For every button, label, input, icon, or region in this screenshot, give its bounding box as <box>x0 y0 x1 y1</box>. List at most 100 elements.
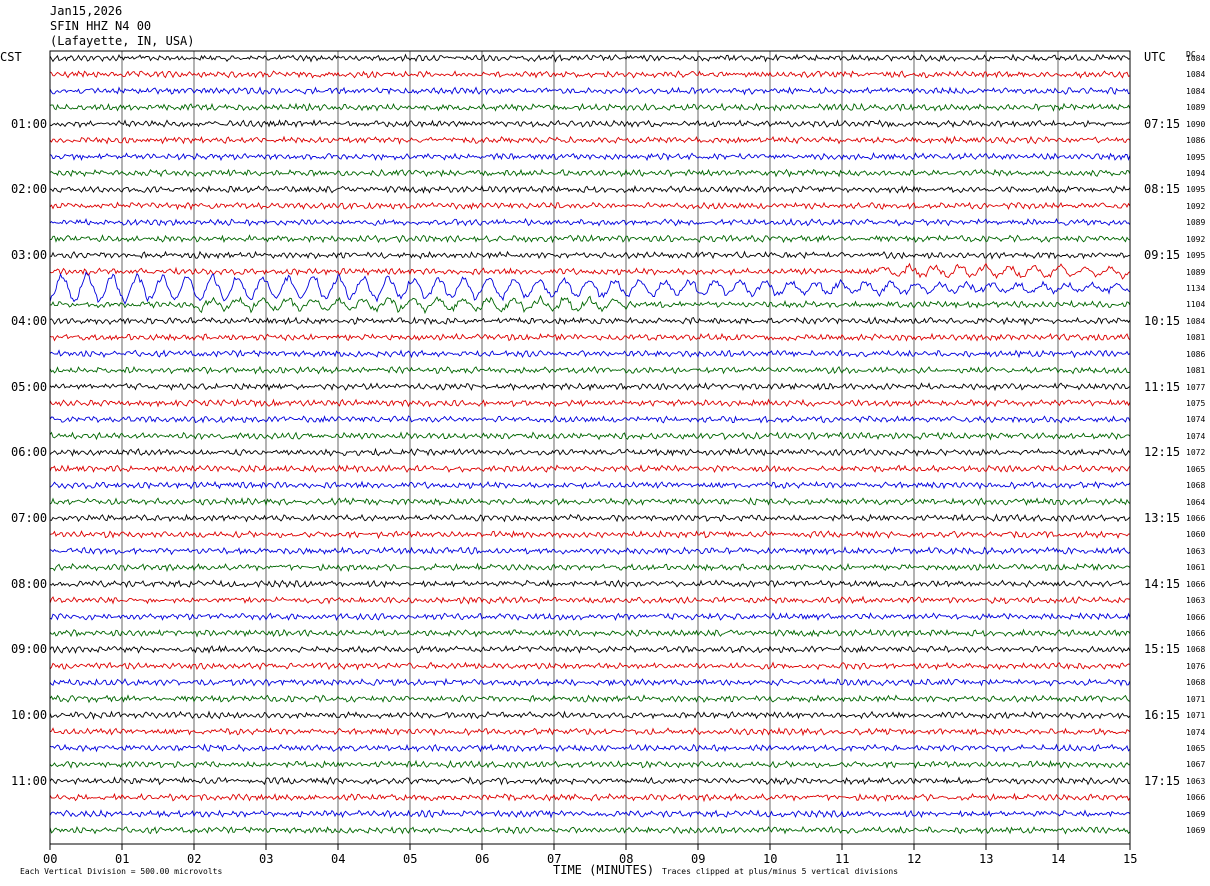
trace-row-43 <box>49 759 1131 769</box>
left-hour-label: 03:00 <box>11 248 48 263</box>
trace-bias-label: 1074 <box>1186 431 1206 441</box>
trace-row-28 <box>49 513 1131 523</box>
header-date: Jan15,2026 <box>50 4 123 18</box>
trace-bias-label: 1086 <box>1186 349 1206 359</box>
trace-row-35 <box>49 628 1131 638</box>
trace-bias-label: 1066 <box>1186 629 1206 639</box>
trace-bias-label: 1092 <box>1186 201 1206 211</box>
trace-row-38 <box>49 677 1131 687</box>
trace-bias-label: 1084 <box>1186 86 1206 96</box>
trace-row-39 <box>49 694 1131 704</box>
trace-row-0 <box>49 53 1131 63</box>
right-timezone: UTC <box>1144 50 1166 64</box>
trace-row-1 <box>49 70 1131 79</box>
trace-bias-label: 1081 <box>1186 366 1206 376</box>
left-hour-label: 10:00 <box>11 708 48 723</box>
trace-bias-label: 1066 <box>1186 579 1206 589</box>
trace-bias-label: 1068 <box>1186 481 1206 491</box>
x-tick-label: 02 <box>187 852 202 866</box>
right-hour-label: 16:15 <box>1144 708 1181 723</box>
trace-row-12 <box>49 250 1130 260</box>
trace-bias-label: 1081 <box>1186 333 1206 343</box>
trace-bias-label: 1075 <box>1186 399 1206 409</box>
trace-bias-label: 1066 <box>1186 514 1206 524</box>
trace-bias-label: 1095 <box>1186 185 1206 195</box>
minute-gridlines <box>121 51 1059 844</box>
trace-bias-label: 1061 <box>1186 563 1206 573</box>
trace-row-6 <box>49 151 1131 162</box>
trace-bias-label: 1094 <box>1186 169 1206 178</box>
trace-row-37 <box>49 661 1131 671</box>
x-tick-label: 06 <box>475 852 490 866</box>
trace-row-19 <box>49 365 1131 375</box>
left-hour-label: 06:00 <box>11 445 48 460</box>
trace-row-30 <box>49 546 1131 556</box>
trace-bias-label: 1063 <box>1186 776 1206 786</box>
clip-note: Traces clipped at plus/minus 5 vertical … <box>662 867 899 876</box>
trace-row-27 <box>49 497 1131 507</box>
trace-row-26 <box>49 480 1131 490</box>
x-tick-label: 07 <box>547 852 562 866</box>
trace-bias-label: 1068 <box>1186 645 1206 655</box>
trace-row-3 <box>49 102 1131 112</box>
right-hour-label: 13:15 <box>1144 511 1181 526</box>
trace-row-13 <box>49 262 1131 280</box>
x-tick-label: 08 <box>619 852 634 866</box>
header-station: SFIN HHZ N4 00 <box>50 19 152 33</box>
x-tick-label: 01 <box>115 852 130 866</box>
seismic-traces <box>49 53 1131 835</box>
trace-row-40 <box>49 710 1131 720</box>
x-tick-label: 03 <box>259 852 274 866</box>
trace-bias-label: 1066 <box>1186 612 1206 622</box>
x-axis-title: TIME (MINUTES) <box>553 863 655 877</box>
trace-row-10 <box>49 217 1131 227</box>
trace-bias-label: 1069 <box>1186 809 1206 819</box>
x-tick-label: 11 <box>835 852 850 866</box>
trace-bias-label: 1086 <box>1186 136 1206 146</box>
trace-bias-label: 1067 <box>1186 760 1206 770</box>
x-axis-ticks <box>49 844 1131 850</box>
trace-bias-label: 1076 <box>1186 661 1206 671</box>
left-hour-label: 08:00 <box>11 576 48 591</box>
left-hour-label: 09:00 <box>11 642 48 657</box>
x-tick-label: 13 <box>979 852 994 866</box>
left-hour-label: 05:00 <box>11 379 48 394</box>
trace-bias-label: 1065 <box>1186 464 1206 474</box>
right-hour-label: 12:15 <box>1144 445 1181 460</box>
scale-note: Each Vertical Division = 500.00 microvol… <box>20 867 223 876</box>
trace-bias-label: 1074 <box>1186 415 1206 425</box>
trace-bias-label: 1071 <box>1186 711 1206 721</box>
trace-row-20 <box>49 382 1131 392</box>
x-tick-label: 05 <box>403 852 418 866</box>
trace-row-24 <box>49 447 1131 457</box>
trace-bias-label: 1092 <box>1186 234 1206 244</box>
trace-bias-label: 1090 <box>1186 119 1206 129</box>
x-tick-label: 14 <box>1051 852 1066 866</box>
trace-bias-label: 1060 <box>1186 530 1206 540</box>
x-tick-label: 15 <box>1123 852 1138 866</box>
x-tick-label: 12 <box>907 852 922 866</box>
x-tick-label: 04 <box>331 852 346 866</box>
trace-row-9 <box>49 201 1131 211</box>
trace-bias-label: 1074 <box>1186 727 1206 737</box>
corner-label: DC <box>1186 50 1196 59</box>
right-hour-label: 10:15 <box>1144 313 1181 328</box>
trace-row-14 <box>49 271 1131 305</box>
trace-bias-label: 1084 <box>1186 316 1206 326</box>
trace-bias-label: 1066 <box>1186 793 1206 803</box>
right-hour-label: 08:15 <box>1144 182 1181 197</box>
trace-row-18 <box>49 349 1131 359</box>
trace-bias-label: 1104 <box>1186 300 1206 310</box>
trace-bias-label: 1063 <box>1186 546 1206 556</box>
trace-bias-label: 1063 <box>1186 596 1206 606</box>
left-hour-label: 02:00 <box>11 182 48 197</box>
trace-row-7 <box>49 168 1131 178</box>
right-hour-label: 14:15 <box>1144 576 1181 591</box>
trace-bias-label: 1089 <box>1186 103 1206 113</box>
right-hour-label: 07:15 <box>1144 116 1181 131</box>
trace-row-25 <box>49 464 1131 474</box>
trace-bias-label: 1134 <box>1186 284 1206 294</box>
trace-row-17 <box>49 332 1131 342</box>
trace-row-11 <box>49 234 1131 244</box>
